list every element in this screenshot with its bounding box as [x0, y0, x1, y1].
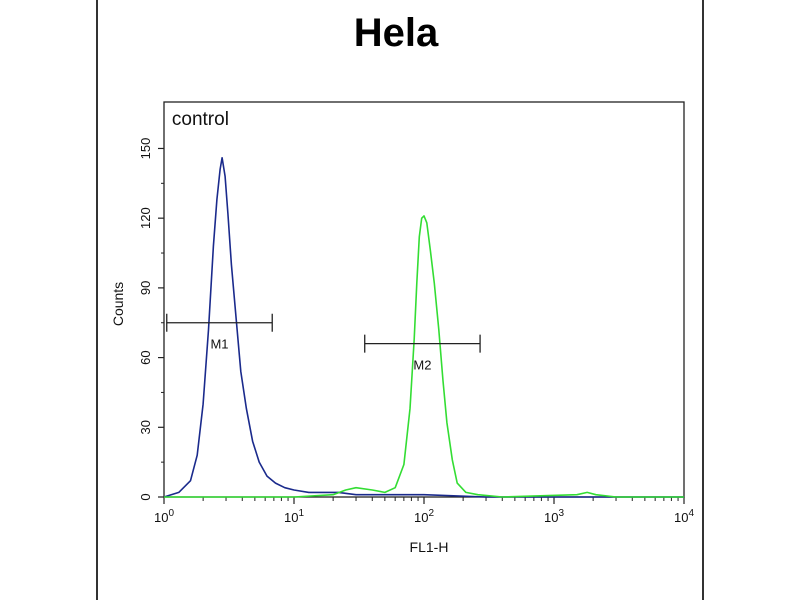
x-tick-label: 100	[154, 508, 174, 525]
y-tick-label: 30	[138, 420, 153, 434]
x-tick-label: 103	[544, 508, 564, 525]
figure-frame: Hela 0 30 60 90 120 150 100 101 102 103 104 M1 M2 c…	[96, 0, 704, 600]
x-axis-label: FL1-H	[410, 539, 449, 555]
x-tick-label: 102	[414, 508, 434, 525]
x-tick-label: 101	[284, 508, 304, 525]
control-annotation: control	[172, 109, 229, 130]
y-tick-label: 60	[138, 350, 153, 364]
y-axis-label: Counts	[110, 282, 126, 326]
histogram-series-2	[164, 215, 684, 498]
y-tick-label: 120	[138, 207, 153, 229]
gate-label-m1: M1	[210, 337, 228, 352]
histogram-chart: Hela 0 30 60 90 120 150 100 101 102 103 104 M1 M2 c…	[110, 11, 694, 555]
y-tick-label: 150	[138, 138, 153, 160]
histogram-series-1	[163, 157, 684, 498]
y-tick-label: 0	[138, 493, 153, 500]
series-group	[163, 157, 684, 498]
y-tick-label: 90	[138, 281, 153, 295]
marker-group: M1 M2	[166, 313, 481, 373]
gate-label-m2: M2	[413, 358, 431, 373]
plot-area-border	[163, 101, 685, 498]
axes: 0 30 60 90 120 150 100 101 102 103 104	[138, 101, 694, 525]
chart-title: Hela	[354, 11, 439, 55]
x-tick-label: 104	[674, 508, 694, 525]
